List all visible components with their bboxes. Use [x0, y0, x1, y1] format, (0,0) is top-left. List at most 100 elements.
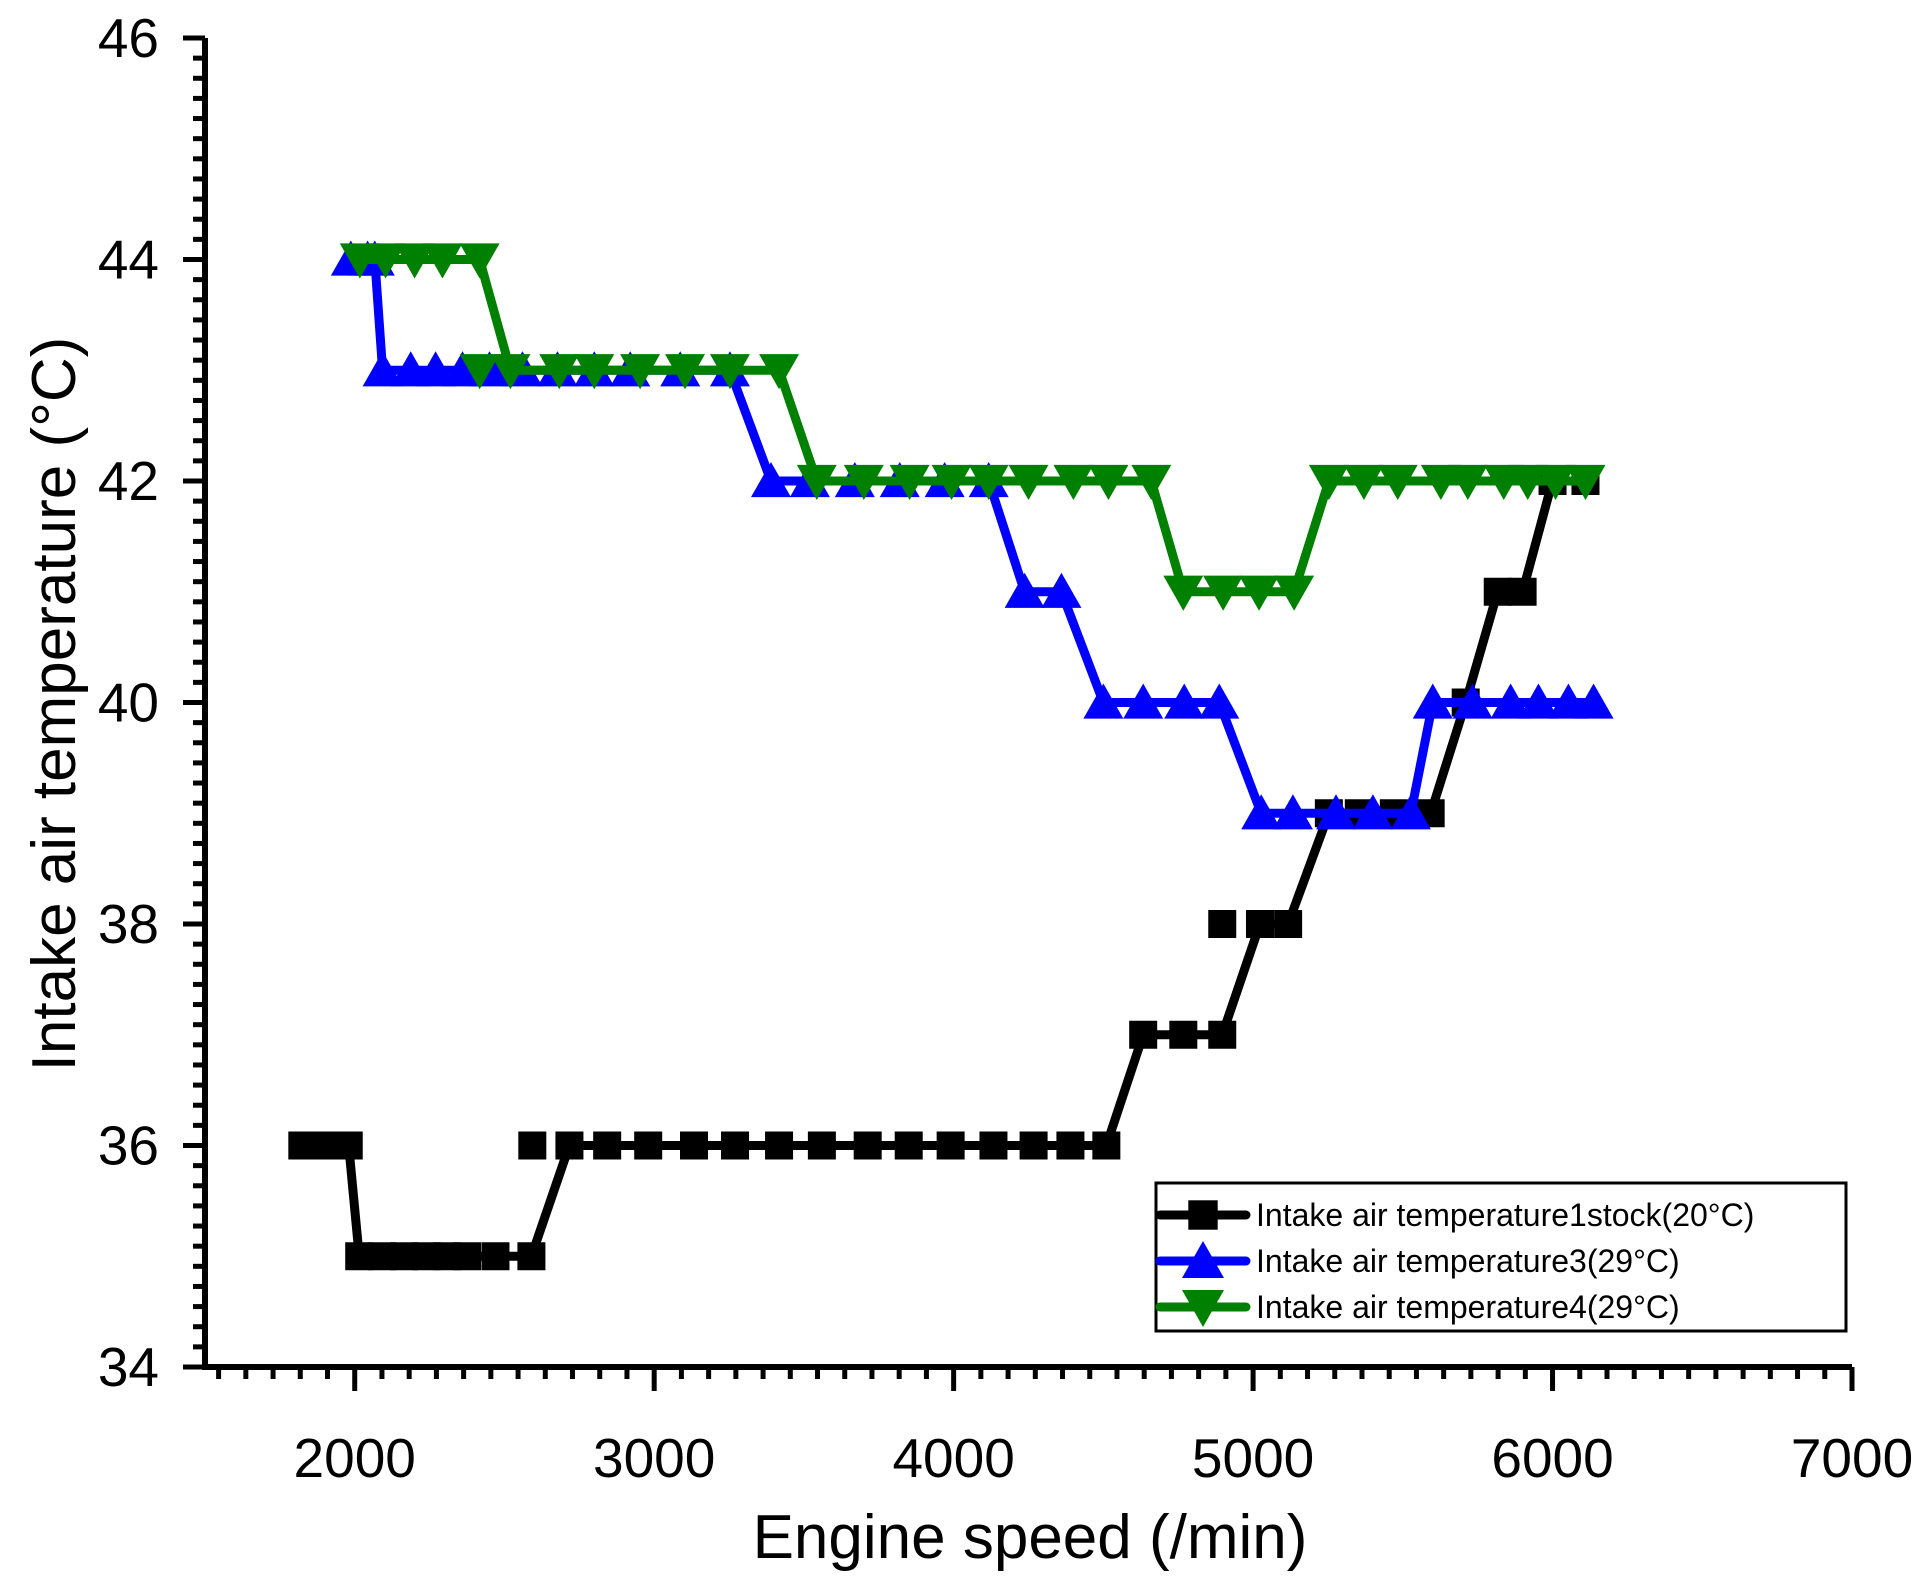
data-point: [1508, 577, 1537, 606]
data-point: [490, 354, 531, 390]
data-point: [555, 1131, 584, 1160]
y-tick-label: 38: [98, 893, 159, 955]
legend-marker: [1182, 1241, 1224, 1278]
data-point: [1447, 464, 1488, 500]
data-point: [1390, 794, 1431, 830]
data-point: [936, 1131, 965, 1160]
data-point: [1352, 794, 1393, 830]
data-point: [339, 243, 380, 279]
data-point: [1199, 683, 1240, 719]
data-point: [1053, 464, 1094, 500]
data-point: [1412, 683, 1453, 719]
data-point: [889, 464, 930, 500]
data-point: [1535, 464, 1576, 500]
data-point: [1343, 464, 1384, 500]
data-point: [1088, 464, 1129, 500]
x-tick-label: 7000: [1791, 1427, 1913, 1489]
data-point: [1565, 464, 1606, 500]
data-point: [1490, 683, 1531, 719]
data-point: [765, 1131, 794, 1160]
y-tick-label: 42: [98, 450, 159, 512]
data-point: [1169, 1020, 1198, 1049]
x-ticks: 2000 3000 4000 5000 6000 7000: [216, 1367, 1913, 1489]
legend-marker: [1182, 1290, 1224, 1327]
legend-label: Intake air temperature4(29°C): [1256, 1289, 1680, 1325]
data-point: [634, 1131, 663, 1160]
x-tick-label: 3000: [593, 1427, 715, 1489]
data-point: [709, 354, 750, 390]
data-point: [1164, 683, 1205, 719]
legend-item: Intake air temperature3(29°C): [1155, 1241, 1680, 1279]
legend: Intake air temperature1stock(20°C) Intake…: [1154, 1181, 1848, 1333]
legend-box: [1154, 1181, 1848, 1333]
data-point: [1573, 683, 1614, 719]
data-point: [1377, 464, 1418, 500]
y-ticks: 34 36 38 40 42 44 46: [98, 7, 205, 1398]
data-point: [1092, 1131, 1121, 1160]
data-point: [1004, 572, 1045, 608]
legend-item: Intake air temperature1stock(20°C): [1155, 1197, 1754, 1233]
y-tick-label: 40: [98, 672, 159, 734]
data-point: [759, 354, 800, 390]
data-point: [1203, 575, 1244, 611]
y-tick-label: 46: [98, 7, 159, 69]
data-point: [334, 1131, 363, 1160]
data-point: [459, 354, 500, 390]
data-point: [517, 1242, 546, 1271]
data-point: [931, 464, 972, 500]
data-point: [1129, 1020, 1158, 1049]
data-point: [442, 351, 483, 387]
data-point: [481, 1242, 510, 1271]
data-point: [843, 464, 884, 500]
data-point: [1019, 1131, 1048, 1160]
data-point: [394, 243, 435, 279]
data-point: [1208, 1020, 1237, 1049]
legend-item: Intake air temperature4(29°C): [1155, 1289, 1680, 1327]
data-point: [1518, 683, 1559, 719]
data-point: [1308, 464, 1349, 500]
legend-label: Intake air temperature1stock(20°C): [1256, 1197, 1754, 1233]
x-tick-label: 5000: [1192, 1427, 1314, 1489]
y-tick-label: 34: [98, 1336, 159, 1398]
data-point: [1272, 794, 1313, 830]
data-point: [1274, 575, 1315, 611]
legend-marker: [1188, 1200, 1218, 1230]
legend-label: Intake air temperature3(29°C): [1256, 1243, 1680, 1279]
data-point: [1163, 575, 1204, 611]
data-point: [453, 1242, 482, 1271]
series-line: [355, 255, 1590, 597]
data-point: [539, 354, 580, 390]
data-point: [1548, 683, 1589, 719]
data-point: [1208, 910, 1237, 938]
y-axis-title: Intake air temperature (°C): [20, 337, 89, 1072]
data-point: [680, 1131, 709, 1160]
data-point: [807, 1131, 836, 1160]
data-point: [518, 1131, 547, 1160]
data-point: [665, 354, 706, 390]
x-tick-label: 6000: [1491, 1427, 1613, 1489]
data-point: [415, 351, 456, 387]
data-point: [1123, 683, 1164, 719]
data-point: [593, 1131, 622, 1160]
data-point: [1483, 577, 1512, 606]
data-point: [968, 464, 1009, 500]
data-point: [796, 464, 837, 500]
data-point: [362, 351, 403, 387]
data-point: [422, 243, 463, 279]
data-point: [1241, 794, 1282, 830]
data-point: [1008, 464, 1049, 500]
data-point: [1239, 575, 1280, 611]
data-point: [1507, 464, 1548, 500]
data-point: [750, 462, 791, 498]
y-tick-label: 44: [98, 229, 159, 291]
x-tick-label: 4000: [892, 1427, 1014, 1489]
data-point: [1316, 794, 1357, 830]
data-point: [1420, 464, 1461, 500]
data-point: [1056, 1131, 1085, 1160]
data-point: [574, 354, 615, 390]
series-layer: [288, 240, 1614, 1271]
y-tick-label: 36: [98, 1115, 159, 1177]
data-point: [979, 1131, 1008, 1160]
data-point: [1274, 910, 1303, 938]
